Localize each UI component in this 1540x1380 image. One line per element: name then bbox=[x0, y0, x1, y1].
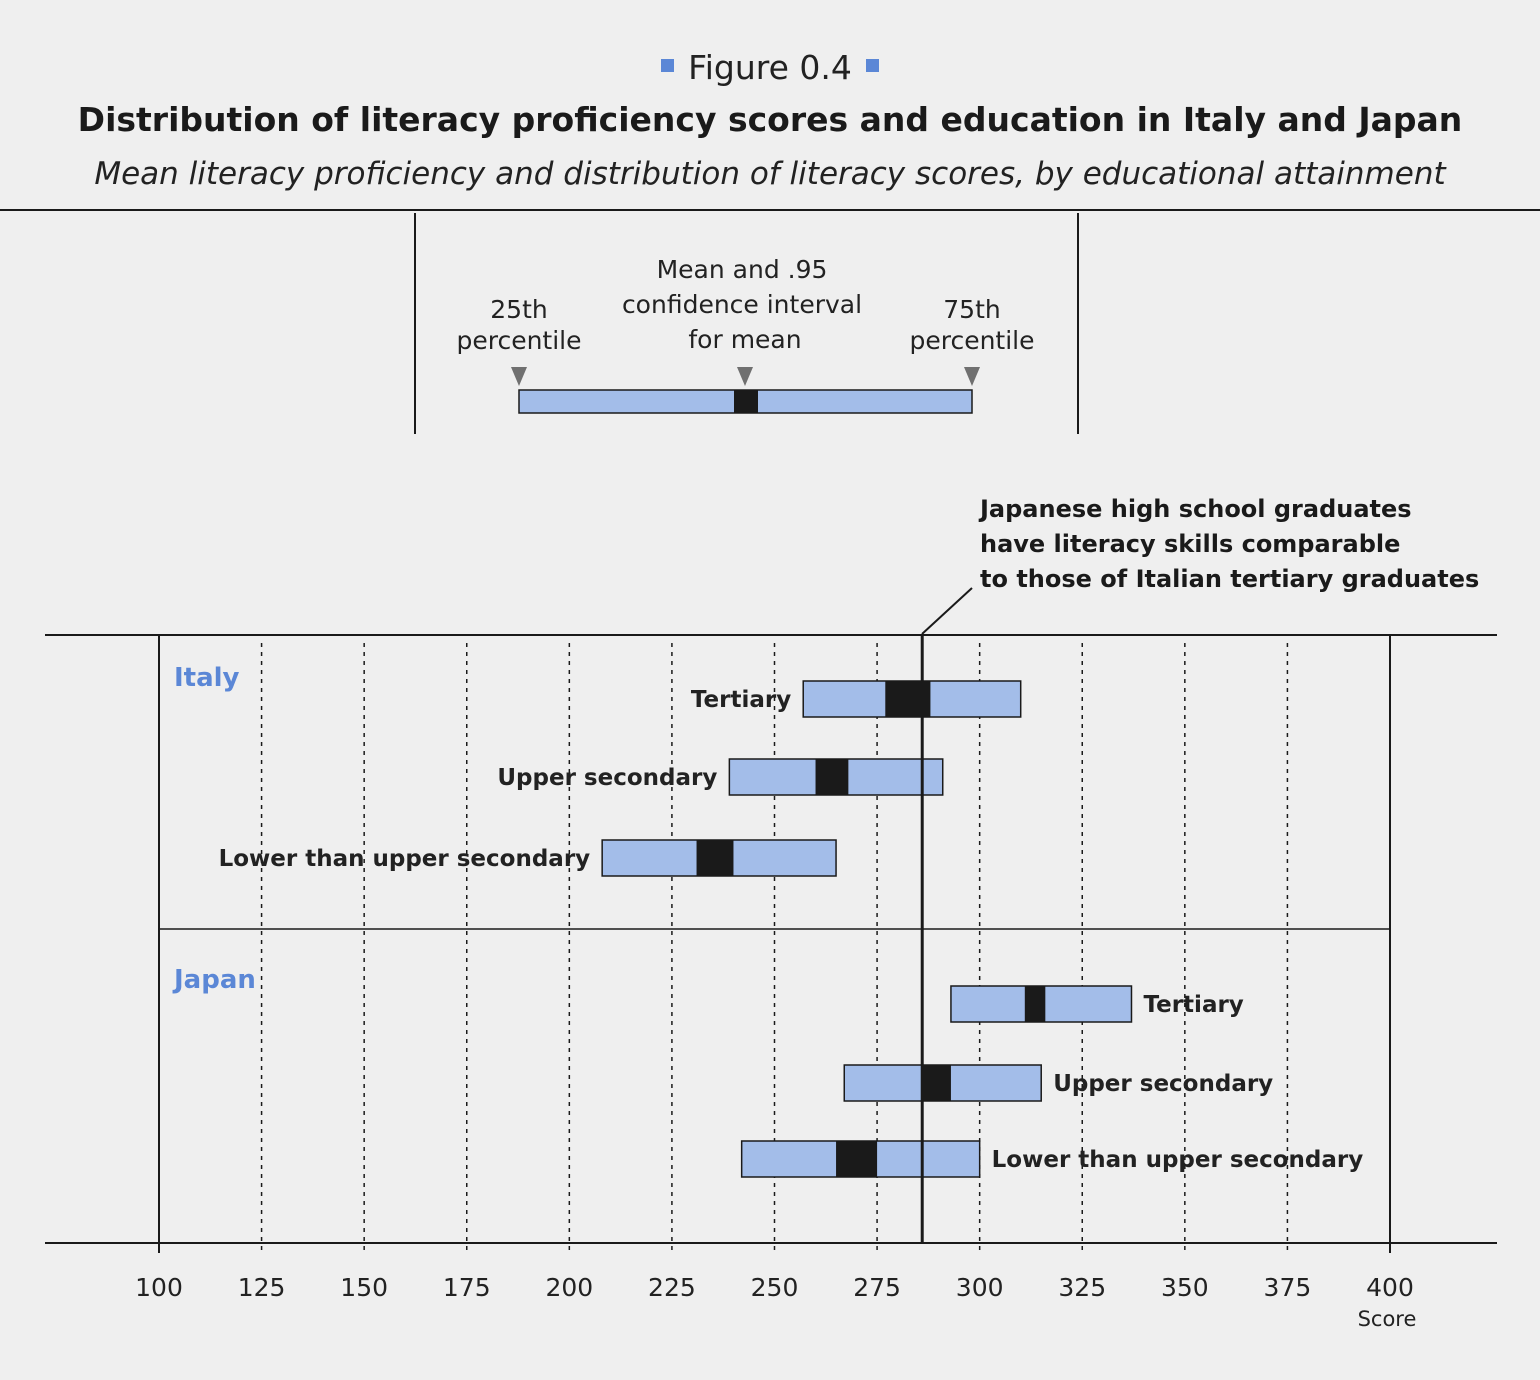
legend-mean-label: Mean and .95 bbox=[657, 255, 828, 284]
x-tick-label: 375 bbox=[1264, 1273, 1312, 1302]
category-label: Upper secondary bbox=[497, 765, 717, 791]
ci-bar bbox=[836, 1141, 878, 1177]
x-tick-label: 200 bbox=[545, 1273, 593, 1302]
p75-marker-icon bbox=[964, 367, 980, 386]
ci-bar bbox=[1024, 986, 1046, 1022]
p25-marker-icon bbox=[511, 367, 527, 386]
mean-marker-icon bbox=[737, 367, 753, 386]
category-label: Tertiary bbox=[1143, 992, 1243, 1018]
category-label: Lower than upper secondary bbox=[992, 1147, 1364, 1173]
figure-number: Figure 0.4 bbox=[688, 48, 852, 87]
legend-ci-bar bbox=[734, 390, 758, 413]
category-labels: Italy Tertiary Upper secondary Lower than u… bbox=[172, 663, 1363, 1173]
legend-p25-label: percentile bbox=[456, 326, 581, 355]
annotation-leader-line bbox=[921, 587, 973, 635]
legend-mean-label: for mean bbox=[688, 325, 801, 354]
ci-bar bbox=[815, 759, 849, 795]
x-tick-label: 250 bbox=[751, 1273, 799, 1302]
annotation: Japanese high school graduates have lite… bbox=[921, 495, 1479, 635]
chart-title: Distribution of literacy proficiency sco… bbox=[77, 100, 1463, 139]
x-tick-label: 275 bbox=[853, 1273, 901, 1302]
gridlines bbox=[158, 635, 1391, 1253]
bars bbox=[601, 680, 1133, 1178]
ci-bar bbox=[696, 840, 734, 876]
x-tick-label: 150 bbox=[340, 1273, 388, 1302]
figure-label: Figure 0.4 bbox=[0, 48, 1540, 87]
ci-bar bbox=[922, 1065, 951, 1101]
x-tick-label: 325 bbox=[1058, 1273, 1106, 1302]
x-tick-label: 400 bbox=[1366, 1273, 1414, 1302]
annotation-text: have literacy skills comparable bbox=[980, 530, 1400, 558]
legend-p75-label: 75th bbox=[943, 295, 1000, 324]
chart-subtitle: Mean literacy proficiency and distributi… bbox=[94, 156, 1446, 192]
x-tick-label: 175 bbox=[443, 1273, 491, 1302]
annotation-text: Japanese high school graduates bbox=[978, 495, 1412, 523]
country-label: Japan bbox=[172, 965, 256, 995]
category-label: Tertiary bbox=[691, 687, 791, 713]
x-tick-label: 100 bbox=[135, 1273, 183, 1302]
plot-frame bbox=[45, 634, 1497, 1244]
legend-p25-label: 25th bbox=[490, 295, 547, 324]
legend-mean-label: confidence interval bbox=[622, 290, 862, 319]
x-axis-ticks: 100 125 150 175 200 225 250 275 300 325 350 375 400 bbox=[135, 1273, 1414, 1302]
x-tick-label: 225 bbox=[648, 1273, 696, 1302]
category-label: Lower than upper secondary bbox=[219, 846, 591, 872]
x-tick-label: 125 bbox=[238, 1273, 286, 1302]
square-bullet-icon bbox=[661, 59, 675, 72]
legend: Mean and .95 confidence interval for mea… bbox=[414, 213, 1079, 434]
x-axis-label: Score bbox=[1358, 1307, 1417, 1331]
x-tick-label: 300 bbox=[956, 1273, 1004, 1302]
x-tick-label: 350 bbox=[1161, 1273, 1209, 1302]
legend-p75-label: percentile bbox=[909, 326, 1034, 355]
country-label: Italy bbox=[174, 663, 240, 693]
category-label: Upper secondary bbox=[1053, 1071, 1273, 1097]
annotation-text: to those of Italian tertiary graduates bbox=[980, 565, 1479, 593]
square-bullet-icon bbox=[865, 59, 879, 72]
